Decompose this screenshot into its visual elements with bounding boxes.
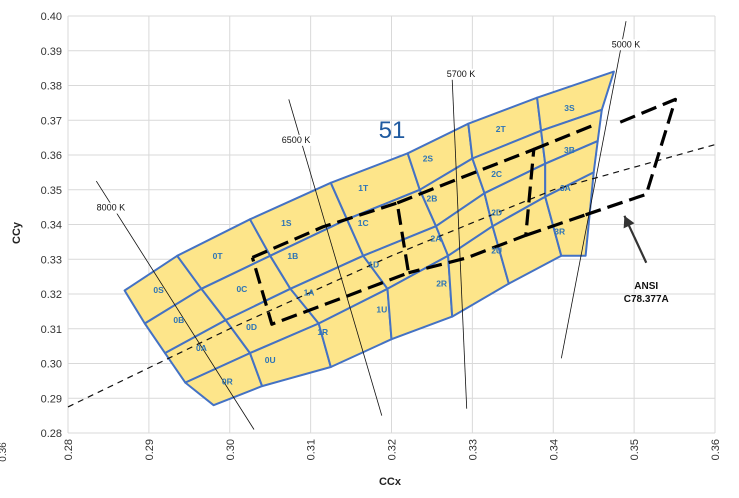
cct-label-bg [89,202,132,214]
x-tick-label: 0.29 [144,439,156,460]
cct-label: 8000 K [97,203,126,213]
annotation-arrow-head [623,215,635,229]
bin-label: 0R [222,377,233,387]
bin-label: 3B [564,145,575,155]
bin-label: 0U [265,355,276,365]
y-tick-label: 0.31 [41,324,62,336]
y-tick-label: 0.37 [41,115,62,127]
bin-label: 1U [376,305,387,315]
cct-label: 5700 K [447,69,476,79]
y-tick-label: 0.32 [41,289,62,301]
y-tick-label: 0.29 [41,393,62,405]
bin-label: 3R [554,226,565,236]
y-tick-label: 0.34 [41,220,62,232]
left-edge-label: 0.36 [0,442,9,462]
ansi-quadrangles [250,97,678,326]
bin-label: 0S [153,285,164,295]
x-tick-label: 0.36 [710,439,722,460]
ansi-annotation: ANSI C78.377A [623,215,669,305]
bin-label: 0A [196,343,207,353]
y-tick-label: 0.28 [41,428,62,440]
cct-label-bg [605,39,648,51]
ansi-annotation-line2: C78.377A [624,294,669,305]
bin-label: 2S [423,153,434,163]
page-number: 51 [379,117,406,144]
bin-label: 1C [358,218,369,228]
x-tick-label: 0.35 [629,439,641,460]
x-tick-label: 0.32 [387,439,399,460]
bin-label: 2B [427,193,438,203]
bin-label: 0D [246,322,257,332]
bin-quadrangle [544,171,595,257]
bin-label: 0B [173,315,184,325]
bin-label: 2D [491,207,502,217]
ansi-quadrangle-line [525,213,587,237]
bin-label: 3S [564,103,575,113]
cct-line [288,99,383,416]
bin-label: 3A [560,183,571,193]
y-tick-label: 0.35 [41,185,62,197]
cct-label-bg [275,134,318,146]
cct-line [560,21,627,359]
y-tick-label: 0.33 [41,254,62,266]
x-tick-label: 0.30 [225,439,237,460]
planckian-locus-line [67,144,716,408]
y-axis-title: CCy [11,221,23,244]
bin-label: 1D [368,259,379,269]
bin-label: 1A [304,287,315,297]
bin-label: 0C [236,284,247,294]
ansi-quadrangle-line [533,123,596,151]
bin-label: 2A [431,233,442,243]
x-axis-title: CCx [379,476,402,488]
cct-lines: 8000 K 6500 K 5700 K 5000 K [89,21,648,430]
y-tick-label: 0.39 [41,46,62,58]
ansi-annotation-line1: ANSI [634,281,658,292]
x-tick-label: 0.34 [548,439,560,460]
bin-label: 2T [496,124,507,134]
planckian-locus [67,144,716,408]
cct-line [95,180,255,430]
y-tick-label: 0.36 [41,150,62,162]
axes: 0.28 0.29 0.30 0.31 0.32 0.33 0.34 0.35 0.36 0.28… [41,11,722,460]
y-tick-label: 0.40 [41,11,62,23]
cct-label: 6500 K [282,135,311,145]
ansi-quadrangle-line [585,97,678,217]
cct-label: 5000 K [612,39,641,49]
bin-label: 1B [287,251,298,261]
ansi-quadrangle-line [396,147,536,275]
bin-label: 2U [491,246,502,256]
y-tick-label: 0.38 [41,81,62,93]
ansi-quadrangle-line [250,201,411,326]
y-tick-label: 0.30 [41,359,62,371]
x-tick-label: 0.28 [63,439,75,460]
bin-label: 0T [213,251,224,261]
x-tick-label: 0.31 [306,439,318,460]
bin-labels: 0S 0T 1S 1T 2S 2T 3S 0B 0C 1B 1C 2B 2C 3B 0A 0D 1A 1D 2A 2D… [153,103,575,386]
bin-quadrangles [123,70,615,407]
bin-label: 2R [436,279,447,289]
cct-label-bg [440,68,483,80]
cct-line [451,78,468,409]
x-tick-label: 0.33 [467,439,479,460]
bin-label: 2C [491,169,502,179]
bin-label: 1T [358,183,369,193]
bin-label: 1S [281,218,292,228]
bin-label: 1R [317,327,328,337]
